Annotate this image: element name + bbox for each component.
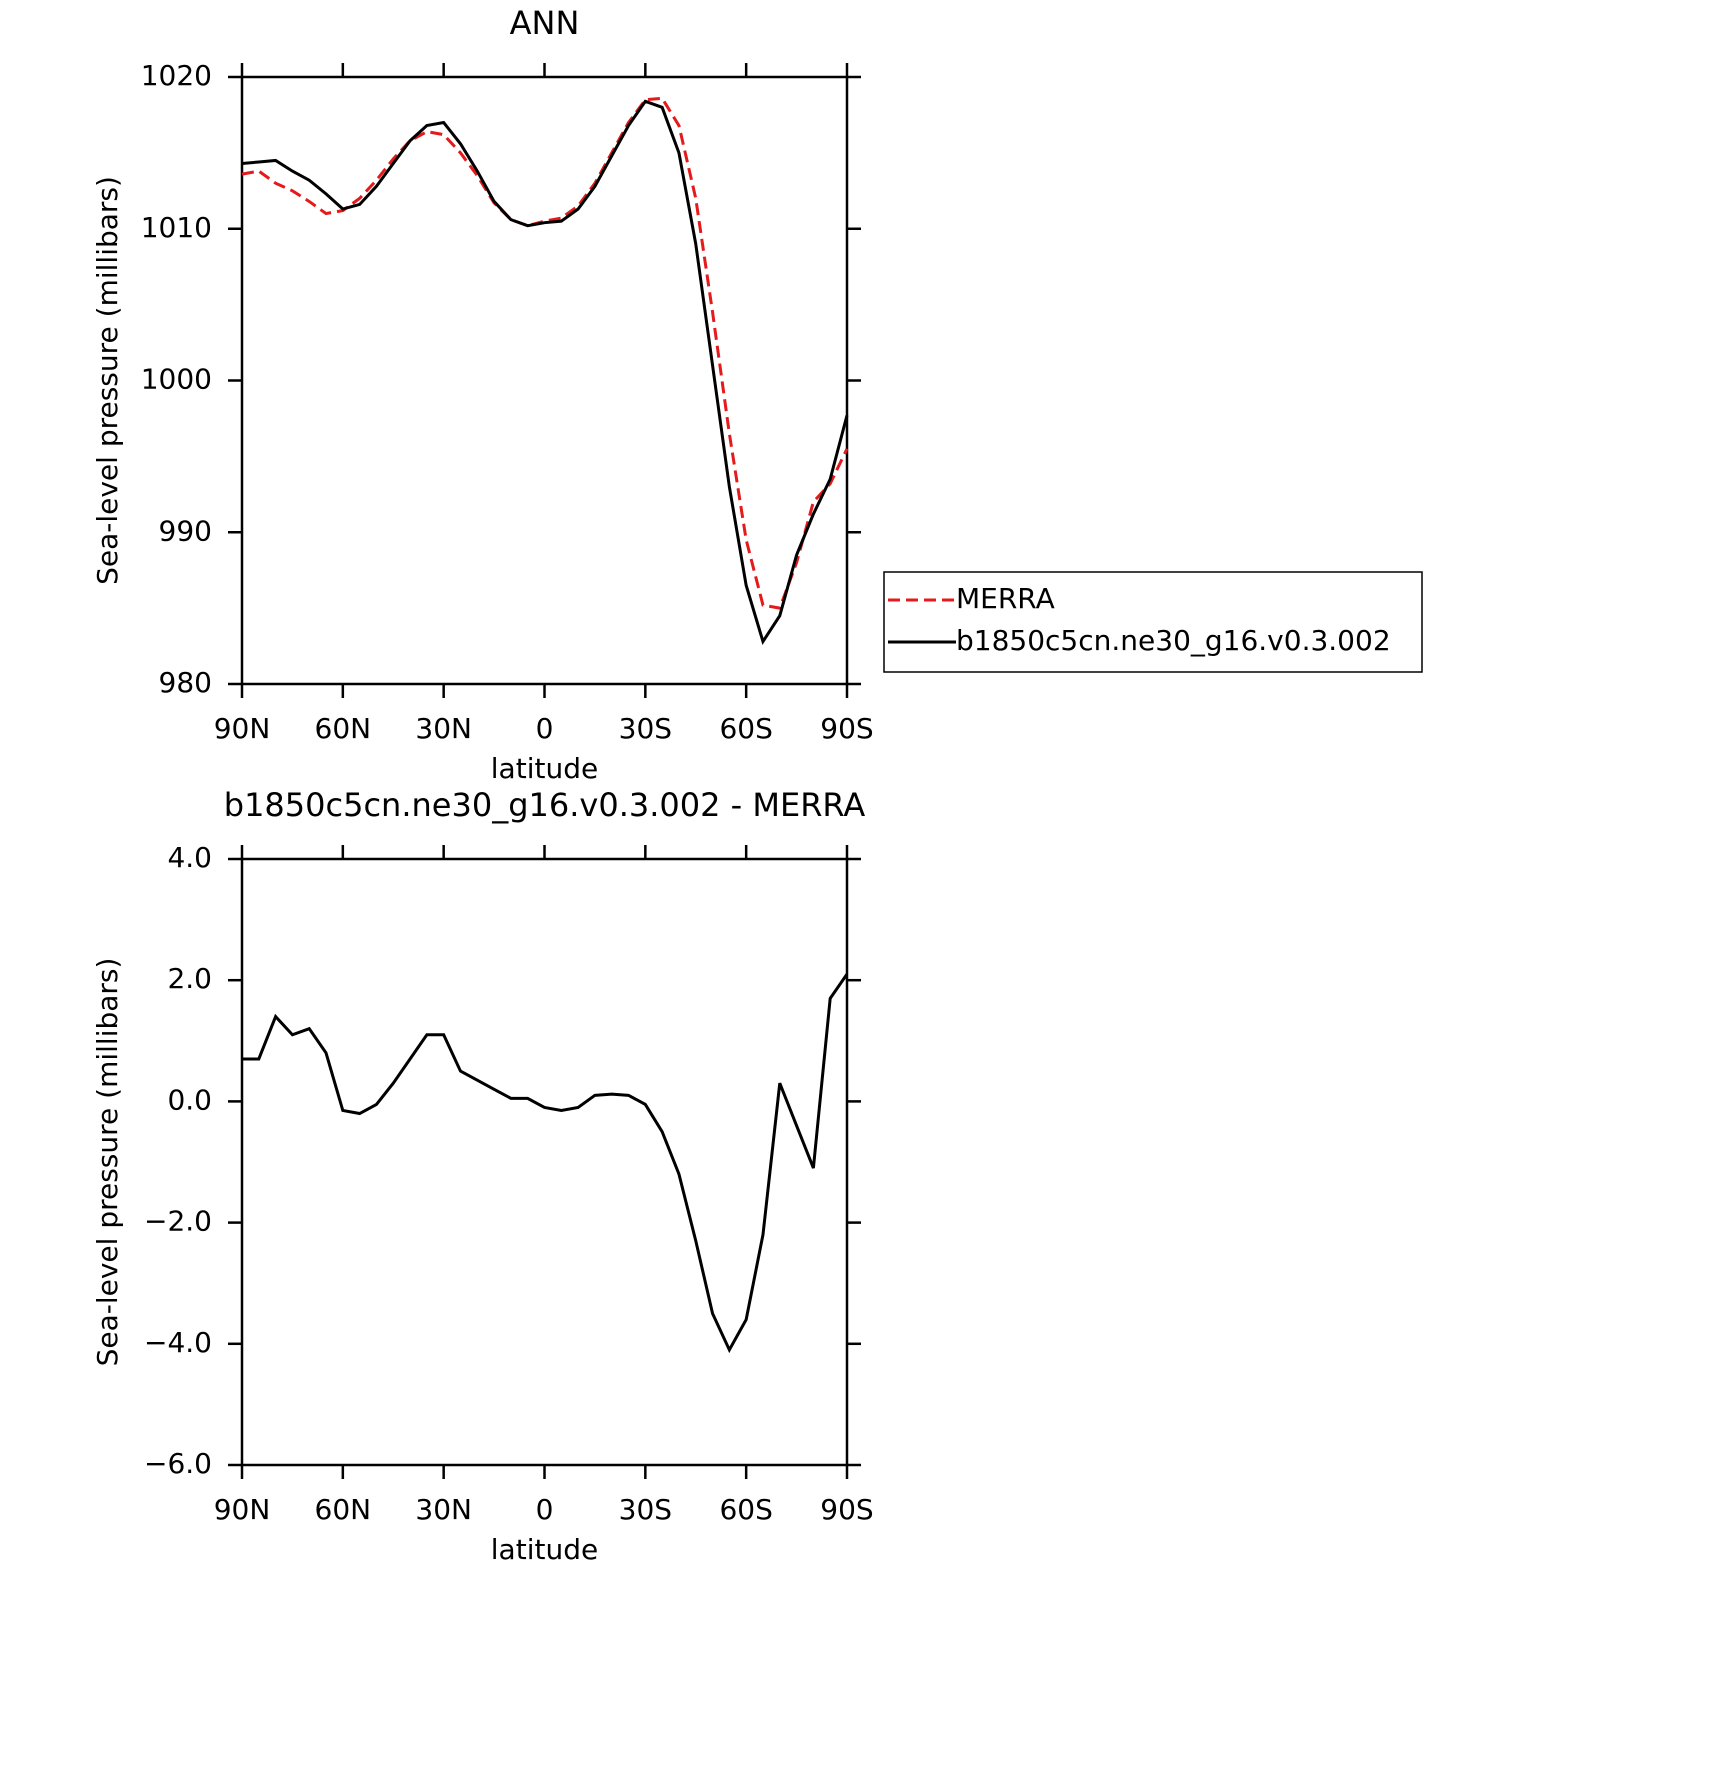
x-tick-label: 60S bbox=[719, 1493, 772, 1526]
x-tick-label: 60N bbox=[315, 1493, 372, 1526]
x-tick-label: 60N bbox=[315, 712, 372, 745]
legend-label: MERRA bbox=[956, 582, 1055, 615]
x-axis-label: latitude bbox=[491, 1533, 598, 1566]
y-tick-label: 1000 bbox=[141, 363, 212, 396]
y-tick-label: 1020 bbox=[141, 59, 212, 92]
y-tick-label: 990 bbox=[159, 514, 212, 547]
y-tick-label: 0.0 bbox=[167, 1083, 212, 1116]
x-tick-label: 30N bbox=[415, 712, 472, 745]
x-tick-label: 0 bbox=[536, 712, 554, 745]
x-tick-label: 90S bbox=[820, 712, 873, 745]
x-axis-label: latitude bbox=[491, 752, 598, 785]
plot-frame bbox=[240, 75, 849, 686]
chart-title: b1850c5cn.ne30_g16.v0.3.002 - MERRA bbox=[224, 786, 866, 824]
x-tick-label: 30S bbox=[619, 1493, 672, 1526]
y-tick-label: −2.0 bbox=[144, 1205, 212, 1238]
x-tick-label: 90N bbox=[214, 1493, 271, 1526]
legend-box bbox=[883, 571, 1423, 673]
chart-title: ANN bbox=[510, 4, 580, 42]
y-tick-label: 4.0 bbox=[167, 841, 212, 874]
x-tick-label: 30S bbox=[619, 712, 672, 745]
data-line bbox=[242, 973, 849, 1354]
y-axis-label: Sea-level pressure (millibars) bbox=[91, 958, 124, 1367]
x-tick-label: 60S bbox=[719, 712, 772, 745]
y-axis-label: Sea-level pressure (millibars) bbox=[91, 176, 124, 585]
data-line bbox=[241, 99, 849, 646]
legend-label: b1850c5cn.ne30_g16.v0.3.002 bbox=[956, 624, 1391, 657]
data-line bbox=[241, 96, 849, 610]
y-tick-label: 2.0 bbox=[167, 962, 212, 995]
x-tick-label: 0 bbox=[536, 1493, 554, 1526]
y-tick-label: −4.0 bbox=[144, 1326, 212, 1359]
x-tick-label: 90S bbox=[820, 1493, 873, 1526]
x-tick-label: 30N bbox=[415, 1493, 472, 1526]
y-tick-label: 980 bbox=[159, 666, 212, 699]
y-tick-label: −6.0 bbox=[144, 1447, 212, 1480]
x-tick-label: 90N bbox=[214, 712, 271, 745]
plot-frame bbox=[240, 857, 849, 1467]
y-tick-label: 1010 bbox=[141, 211, 212, 244]
